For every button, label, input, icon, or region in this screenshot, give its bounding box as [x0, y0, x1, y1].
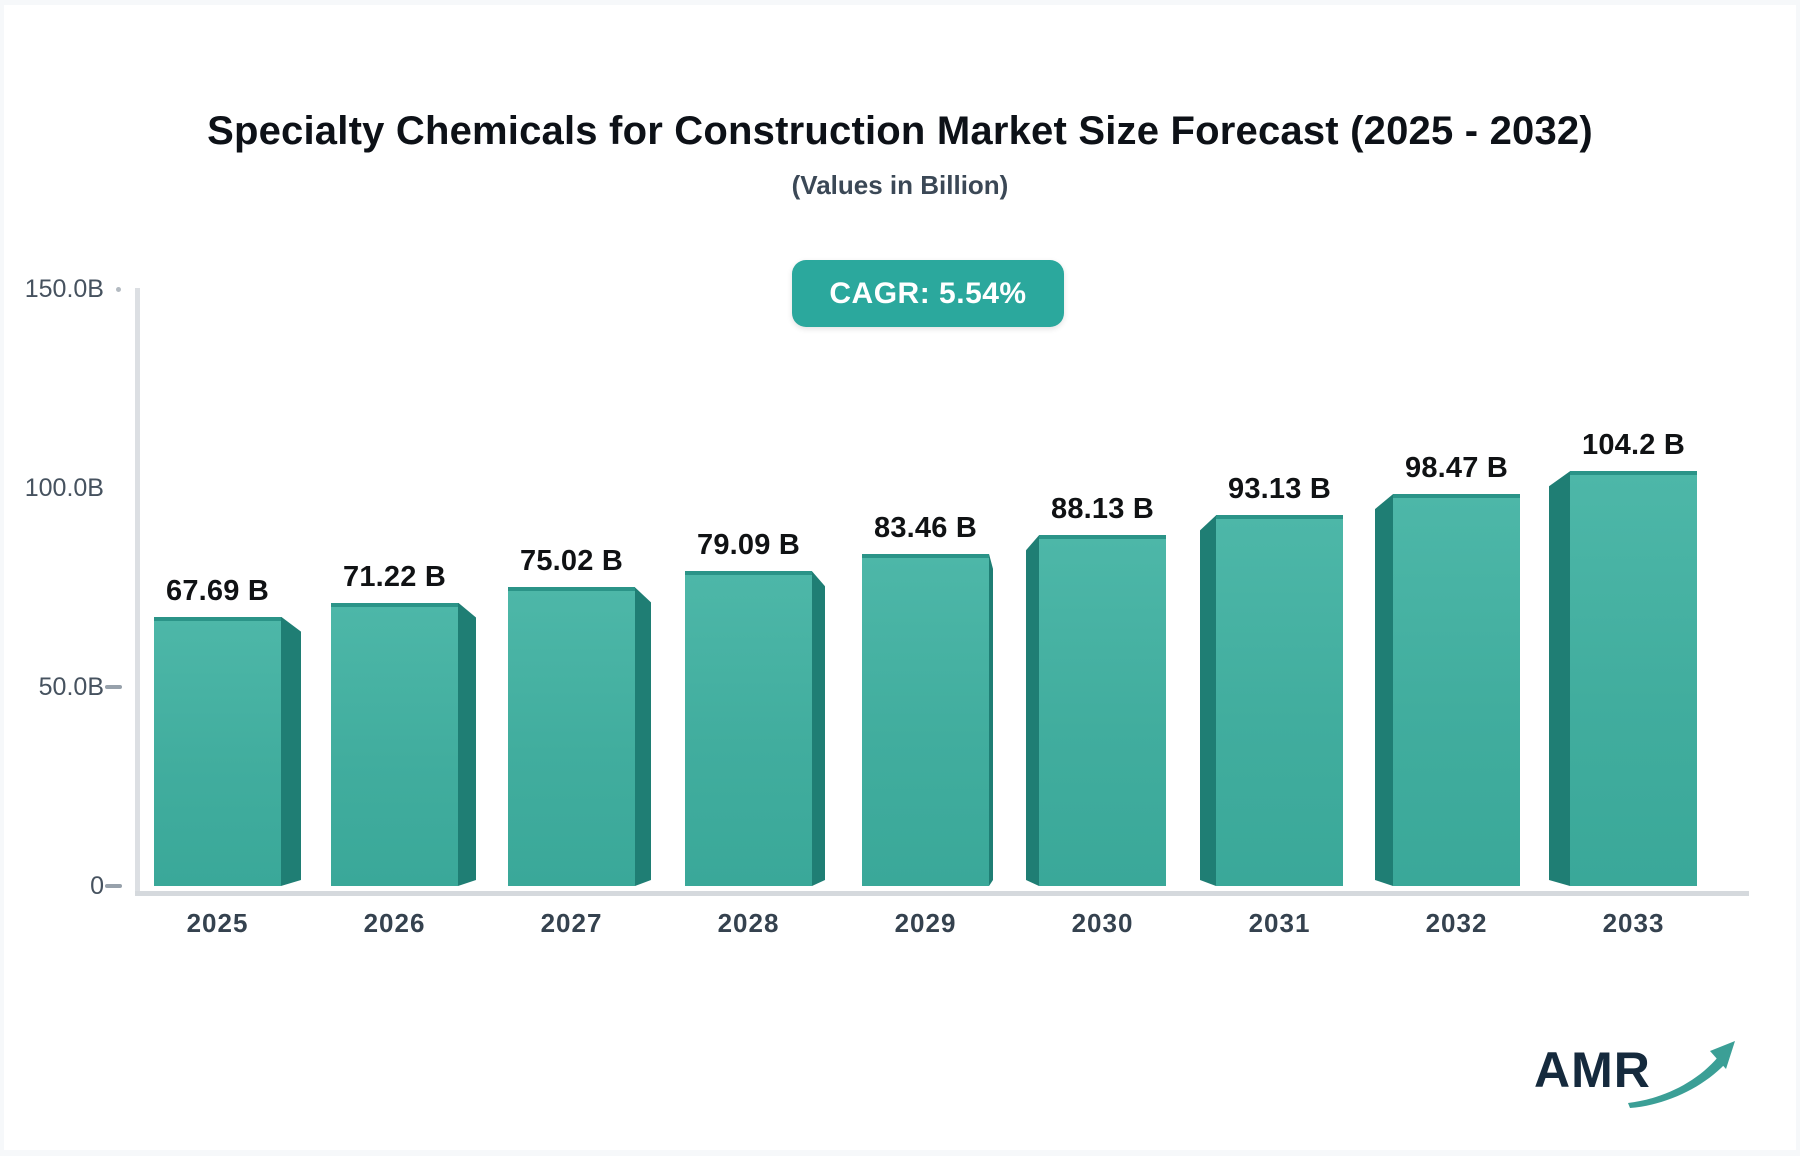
bar-value-label-2033: 104.2 B — [1582, 429, 1685, 462]
x-tick-label-2030: 2030 — [1071, 908, 1134, 938]
chart-card: Specialty Chemicals for Construction Mar… — [4, 5, 1796, 1150]
bar-side-face-2031 — [1200, 515, 1216, 886]
y-tick-mark-150 — [116, 287, 121, 292]
bar-side-face-2033 — [1549, 471, 1570, 886]
x-tick-label-2025: 2025 — [186, 908, 249, 938]
chart-subtitle: (Values in Billion) — [791, 170, 1009, 200]
x-axis-line — [135, 891, 1749, 896]
bar-face-2028[interactable] — [685, 571, 812, 886]
bar-side-face-2025 — [281, 617, 301, 886]
bar-face-2027[interactable] — [508, 587, 635, 886]
bar-value-label-2027: 75.02 B — [520, 545, 623, 578]
y-tick-label-150: 150.0B — [24, 275, 104, 303]
x-tick-label-2027: 2027 — [540, 908, 603, 938]
y-axis-line — [135, 288, 140, 894]
bar-value-label-2030: 88.13 B — [1051, 493, 1154, 526]
cagr-badge: CAGR: 5.54% — [792, 260, 1064, 327]
bar-face-2029[interactable] — [862, 553, 989, 886]
bar-face-2030[interactable] — [1039, 535, 1166, 886]
bar-face-2025[interactable] — [154, 616, 281, 886]
bar-side-face-2027 — [635, 587, 651, 886]
bar-face-2031[interactable] — [1216, 515, 1343, 886]
y-tick-label-100: 100.0B — [24, 474, 104, 502]
y-tick-label-50: 50.0B — [38, 673, 104, 701]
bar-face-2033[interactable] — [1570, 471, 1697, 886]
bar-value-label-2028: 79.09 B — [697, 529, 800, 562]
growth-arrow-icon — [1628, 1041, 1735, 1108]
brand-logo: AMR — [1534, 1041, 1735, 1116]
x-tick-label-2033: 2033 — [1602, 908, 1665, 938]
cagr-badge-label: CAGR: 5.54% — [829, 276, 1027, 310]
bar-side-face-2029 — [989, 554, 993, 886]
bar-side-face-2026 — [458, 603, 476, 886]
bar-side-face-2028 — [812, 571, 825, 886]
bar-value-label-2026: 71.22 B — [343, 560, 446, 593]
bar-value-label-2025: 67.69 B — [166, 574, 269, 607]
y-tick-mark-0 — [105, 884, 122, 888]
x-tick-label-2028: 2028 — [717, 908, 780, 938]
bar-value-label-2029: 83.46 B — [874, 511, 977, 544]
y-tick-label-0: 0 — [90, 872, 104, 900]
bar-side-face-2032 — [1375, 494, 1393, 886]
y-tick-mark-50 — [105, 685, 122, 689]
bar-face-2032[interactable] — [1393, 494, 1520, 886]
x-tick-label-2031: 2031 — [1248, 908, 1311, 938]
bar-value-label-2031: 93.13 B — [1228, 473, 1331, 506]
bar-value-label-2032: 98.47 B — [1405, 452, 1508, 485]
bar-face-2026[interactable] — [331, 602, 458, 886]
x-tick-label-2032: 2032 — [1425, 908, 1488, 938]
bar-side-face-2030 — [1026, 535, 1039, 886]
brand-logo-text: AMR — [1534, 1042, 1651, 1098]
x-tick-label-2029: 2029 — [894, 908, 957, 938]
x-tick-label-2026: 2026 — [363, 908, 426, 938]
chart-title: Specialty Chemicals for Construction Mar… — [207, 109, 1593, 153]
